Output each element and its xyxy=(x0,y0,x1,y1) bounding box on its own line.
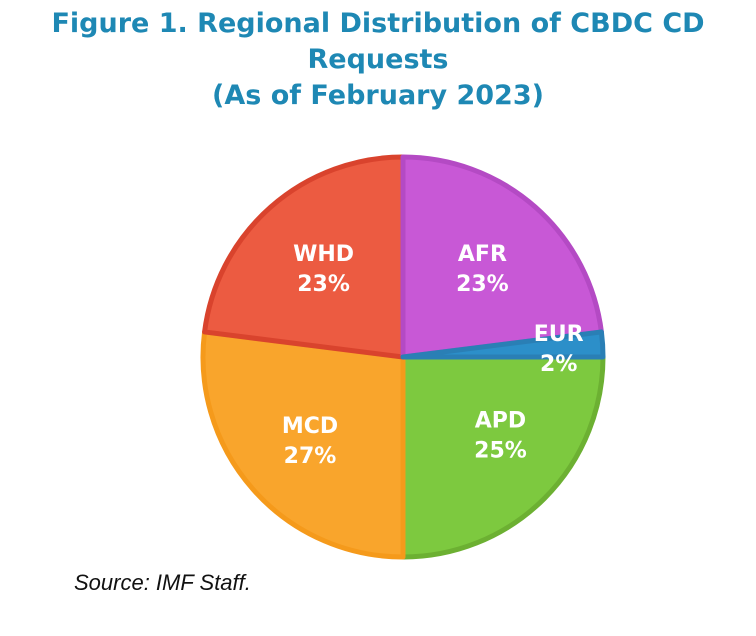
slice-label-whd: WHD xyxy=(293,242,354,267)
source-note: Source: IMF Staff. xyxy=(74,570,251,595)
chart-title-line-1: Figure 1. Regional Distribution of CBDC … xyxy=(51,8,705,39)
chart-title-line-3: (As of February 2023) xyxy=(212,80,544,111)
pie-slice-afr xyxy=(400,154,604,360)
slice-value-eur: 2% xyxy=(540,352,577,377)
slice-value-apd: 25% xyxy=(474,439,527,464)
pie-slice-eur xyxy=(400,329,606,360)
slice-label-afr: AFR xyxy=(458,242,507,267)
slice-value-mcd: 27% xyxy=(284,444,337,469)
pie-slice-whd xyxy=(202,154,406,360)
slice-label-mcd: MCD xyxy=(282,414,338,439)
slice-value-afr: 23% xyxy=(456,272,509,297)
slice-value-whd: 23% xyxy=(297,272,350,297)
pie-slice-apd xyxy=(400,354,606,560)
slice-label-apd: APD xyxy=(475,409,526,434)
pie-slice-mcd xyxy=(200,329,406,560)
chart-title: Figure 1. Regional Distribution of CBDC … xyxy=(0,6,756,114)
slice-label-eur: EUR xyxy=(534,322,584,347)
chart-title-line-2: Requests xyxy=(307,44,449,75)
